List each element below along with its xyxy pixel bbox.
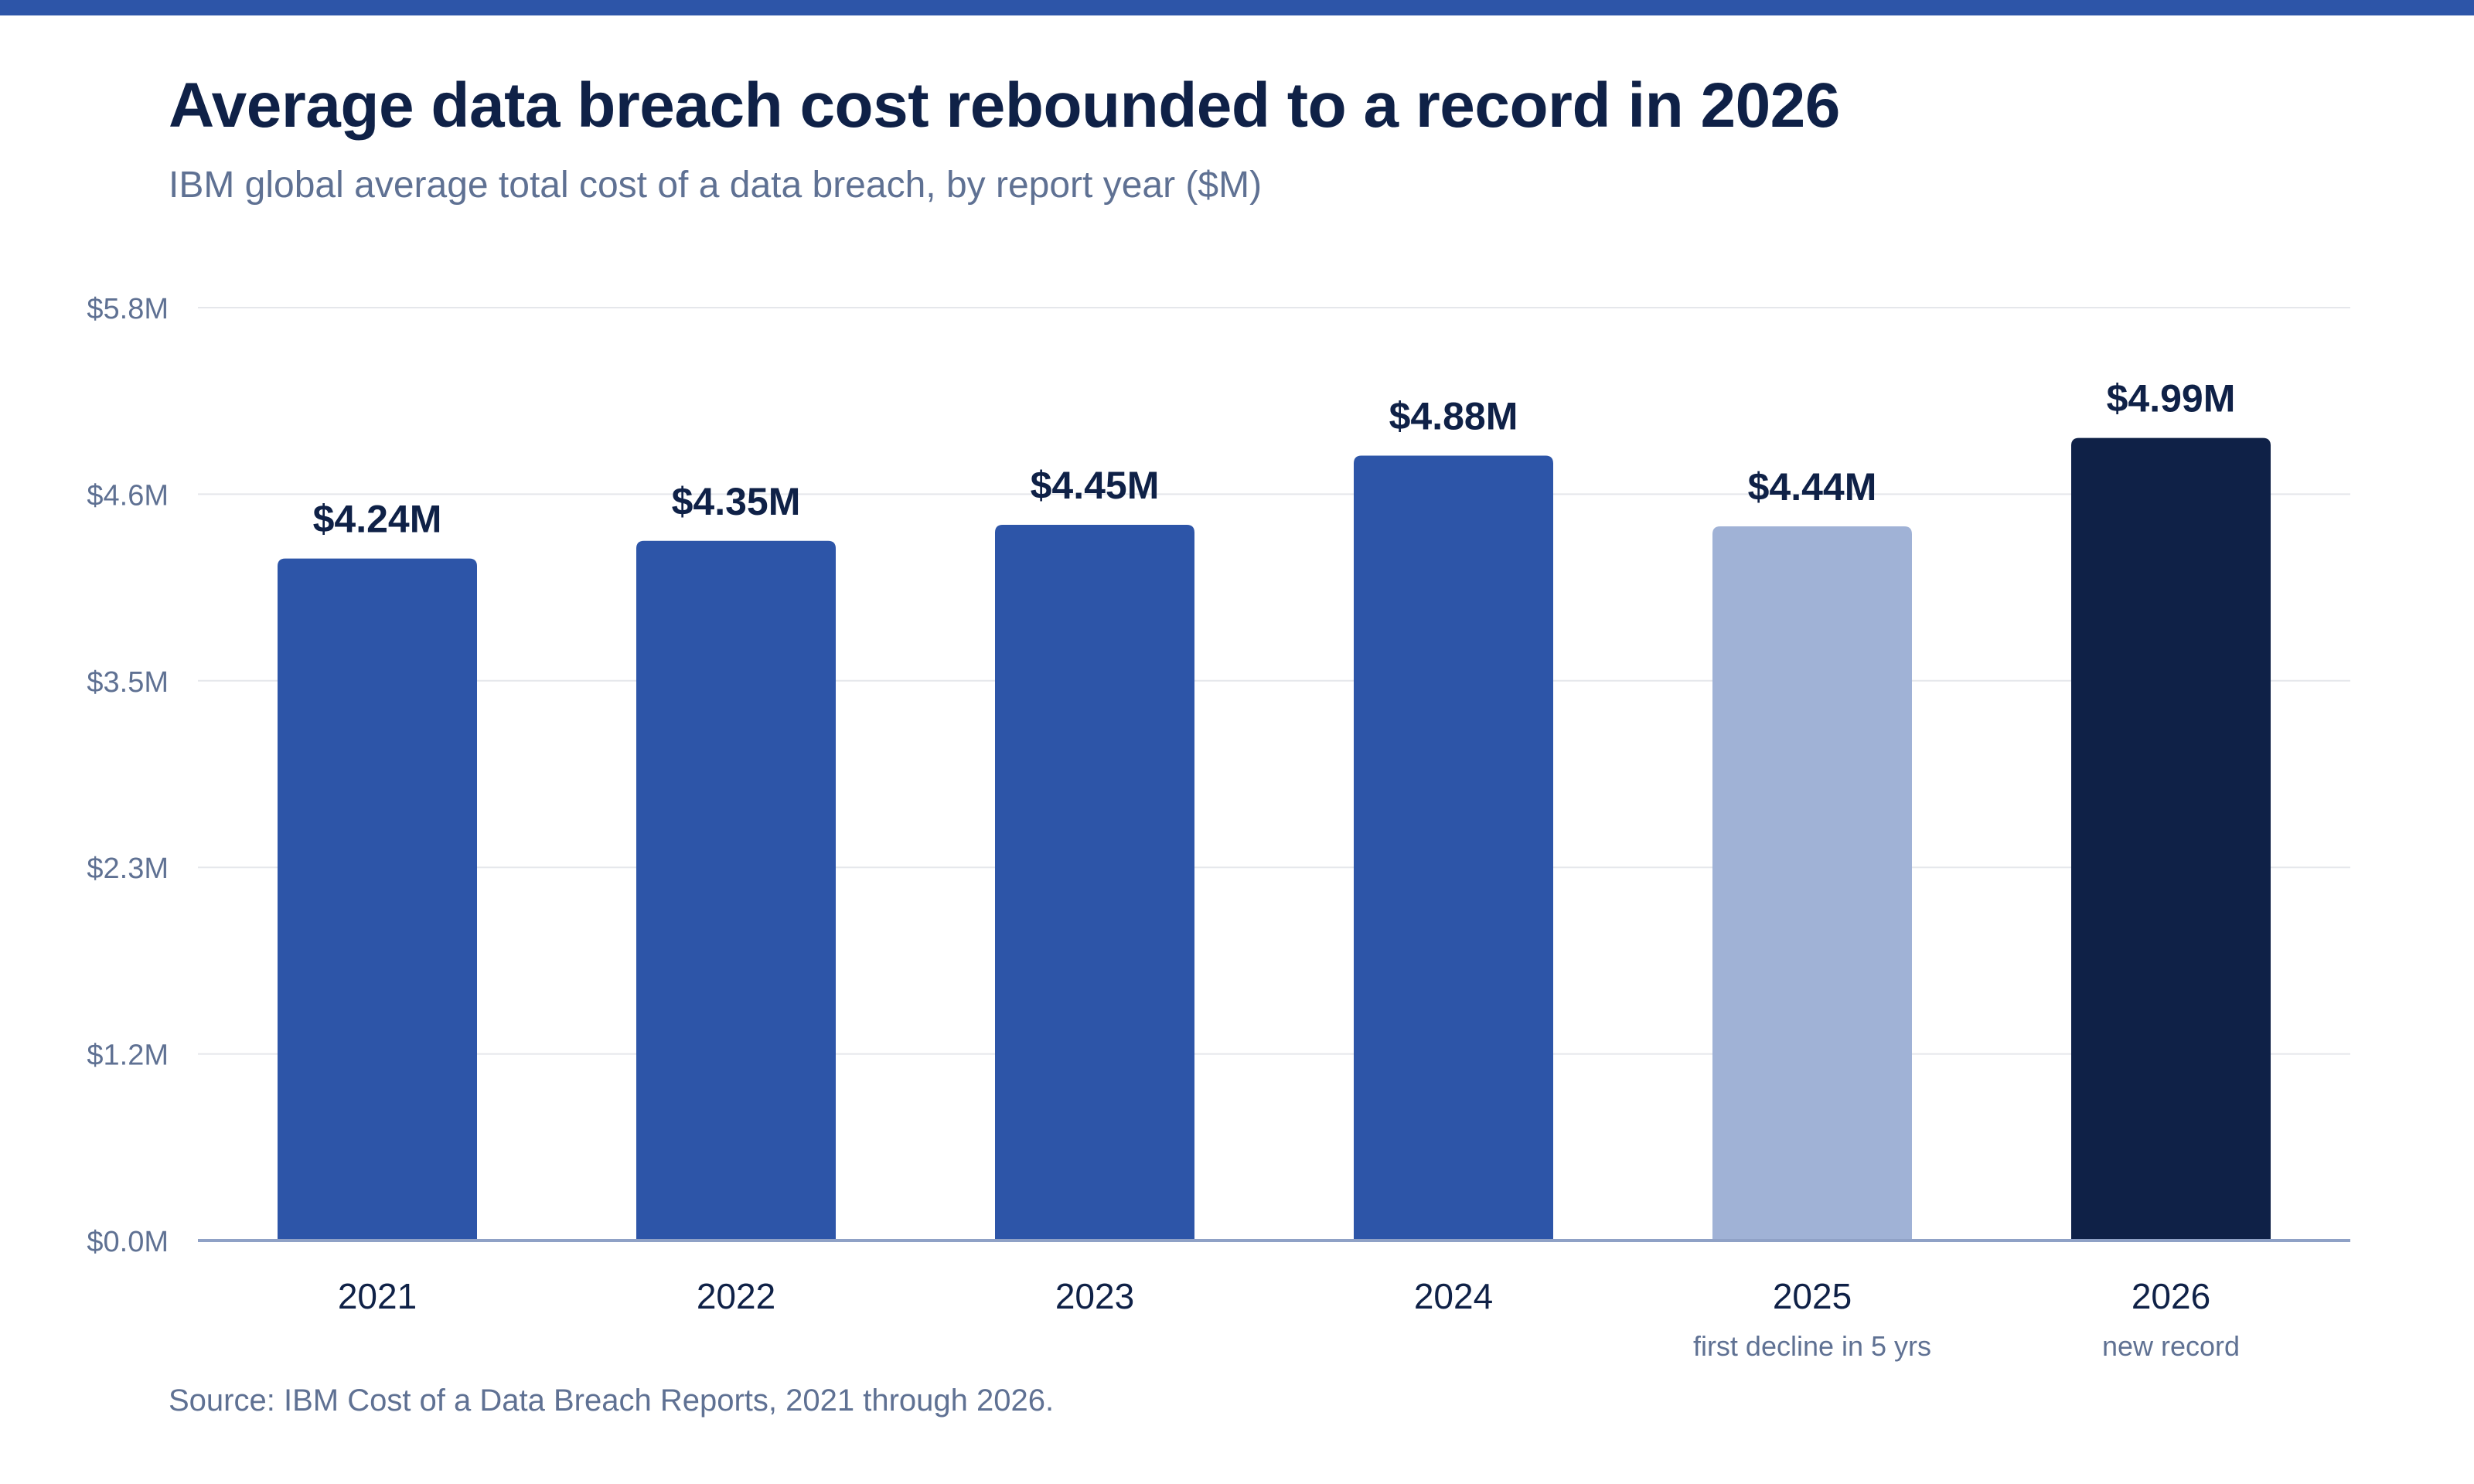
gridlines xyxy=(198,307,2350,1055)
bar-2026 xyxy=(2071,437,2271,1241)
chart-title: Average data breach cost rebounded to a … xyxy=(169,70,1840,141)
category-notes: first decline in 5 yrs new record xyxy=(1693,1330,2240,1362)
y-tick-label: $4.6M xyxy=(87,479,169,512)
value-label: $4.99M xyxy=(2107,377,2236,420)
value-label: $4.45M xyxy=(1031,464,1160,507)
value-label: $4.44M xyxy=(1748,465,1877,509)
x-tick-label: 2025 xyxy=(1773,1276,1852,1316)
value-label: $4.24M xyxy=(313,498,442,541)
x-tick-label: 2023 xyxy=(1055,1276,1134,1316)
value-label: $4.88M xyxy=(1389,394,1518,437)
y-tick-label: $3.5M xyxy=(87,666,169,699)
y-tick-label: $1.2M xyxy=(87,1040,169,1072)
x-tick-label: 2026 xyxy=(2132,1276,2210,1316)
y-tick-label: $2.3M xyxy=(87,853,169,885)
category-note: new record xyxy=(2102,1330,2240,1362)
y-axis-tick-labels: $0.0M $1.2M $2.3M $3.5M $4.6M $5.8M xyxy=(87,293,169,1258)
x-tick-label: 2024 xyxy=(1414,1276,1493,1316)
top-accent-bar xyxy=(0,0,2474,15)
x-tick-label: 2022 xyxy=(697,1276,775,1316)
y-tick-label: $0.0M xyxy=(87,1226,169,1258)
bar-2023 xyxy=(995,524,1194,1241)
chart-subtitle: IBM global average total cost of a data … xyxy=(169,165,1263,206)
x-axis-tick-labels: 2021 2022 2023 2024 2025 2026 xyxy=(338,1276,2210,1316)
value-label: $4.35M xyxy=(672,480,801,523)
bars xyxy=(278,437,2271,1241)
x-tick-label: 2021 xyxy=(338,1276,417,1316)
bar-2021 xyxy=(278,558,477,1241)
value-labels: $4.24M $4.35M $4.45M $4.88M $4.44M $4.99M xyxy=(313,377,2236,541)
y-tick-label: $5.8M xyxy=(87,293,169,325)
category-note: first decline in 5 yrs xyxy=(1693,1330,1931,1362)
source-note: Source: IBM Cost of a Data Breach Report… xyxy=(169,1384,1055,1418)
bar-2022 xyxy=(636,540,836,1241)
bar-2024 xyxy=(1354,455,1553,1241)
bar-2025 xyxy=(1712,526,1912,1241)
